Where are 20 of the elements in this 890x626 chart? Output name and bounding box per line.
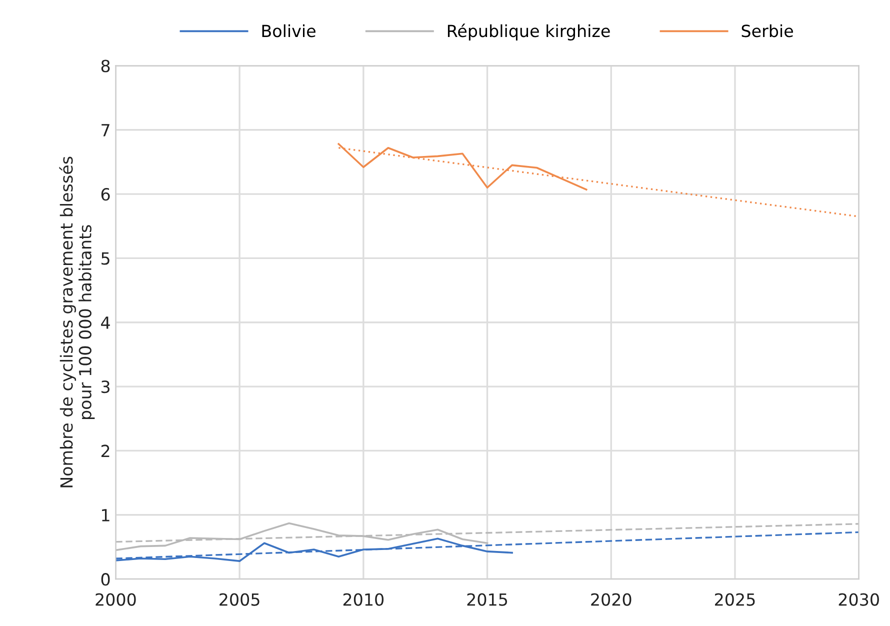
x-tick-label: 2005 (220, 593, 260, 606)
x-tick-label: 2015 (467, 593, 508, 606)
y-tick-label: 1 (102, 509, 110, 522)
y-tick-label: 4 (101, 316, 110, 329)
legend-label: Serbie (742, 24, 793, 38)
y-tick-label: 5 (102, 252, 110, 265)
x-tick-label: 2025 (715, 593, 755, 606)
x-tick-label: 2030 (838, 593, 879, 606)
y-tick-label: 7 (102, 124, 110, 136)
x-tick-label: 2010 (343, 593, 384, 606)
x-tick-label: 2000 (96, 593, 136, 606)
y-tick-label: 2 (101, 444, 110, 458)
legend-label: Bolivie (262, 24, 316, 38)
y-tick-label: 8 (101, 60, 110, 72)
y-tick-label: 0 (101, 573, 110, 586)
legend-label: République kirghize (448, 24, 610, 40)
y-axis-title: Nombre de cyclistes gravement blessés pour 100 000 habitants (59, 156, 95, 488)
y-tick-label: 6 (101, 188, 110, 201)
x-tick-label: 2020 (591, 593, 632, 606)
y-tick-label: 3 (102, 380, 110, 394)
